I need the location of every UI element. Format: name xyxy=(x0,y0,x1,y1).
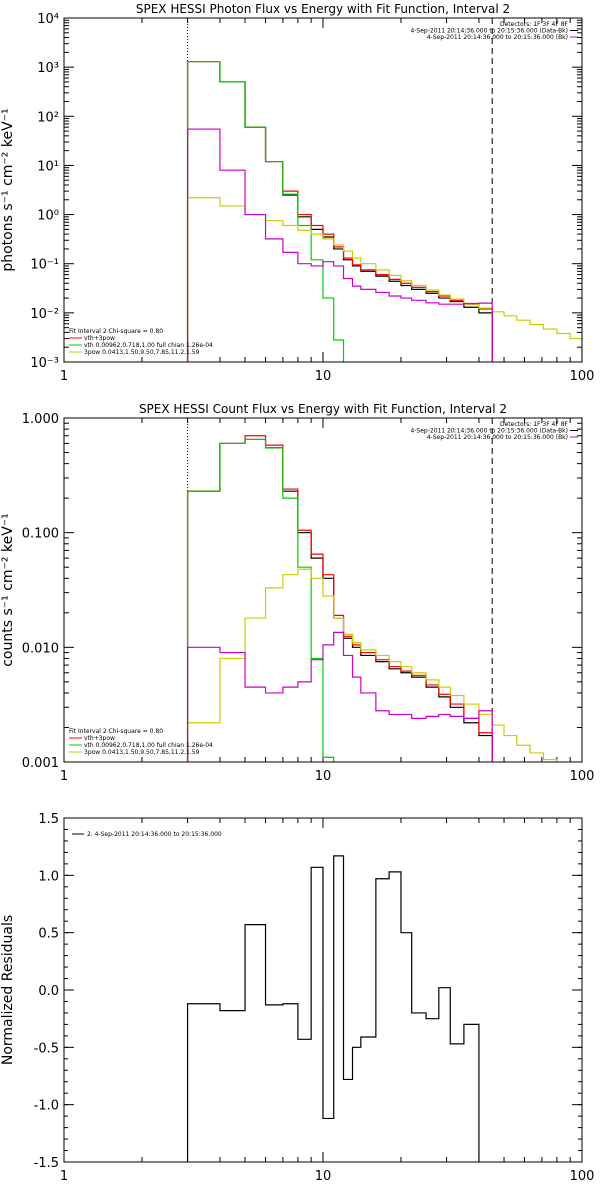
y-tick-label: 10⁻³ xyxy=(30,356,59,371)
y-tick-label: 0.001 xyxy=(22,756,59,771)
series-vth xyxy=(186,438,335,762)
chart-title: SPEX HESSI Count Flux vs Energy with Fit… xyxy=(139,402,507,416)
y-tick-label: 1.5 xyxy=(38,812,59,827)
plot-frame xyxy=(63,17,583,363)
legend-bottomleft-text: 3pow 0.0413,1.50,9.50,7.85,11.2,1.59 xyxy=(84,349,200,356)
legend-bottomleft-text: vth 0.00962,0.718,1.00 full chian 1.26e-… xyxy=(84,342,213,349)
y-tick-label: 10³ xyxy=(37,61,59,76)
y-axis-label: Normalized Residuals xyxy=(0,915,16,1065)
x-tick-label: 1 xyxy=(60,1169,68,1184)
x-tick-label: 10 xyxy=(315,369,332,384)
y-tick-label: -1.0 xyxy=(34,1099,59,1114)
y-tick-label: 1.000 xyxy=(22,412,59,427)
legend-topright-text: 4-Sep-2011 20:14:36.000 to 20:15:36.000 … xyxy=(410,428,568,435)
legend-bottomleft-text: Fit Interval 2 Chi-square = 0.80 xyxy=(69,328,163,335)
series-residuals xyxy=(186,855,480,1162)
y-tick-label: 1.0 xyxy=(38,869,59,884)
y-tick-label: 10⁻¹ xyxy=(30,258,59,273)
x-tick-label: 100 xyxy=(570,1169,595,1184)
legend-bottomleft-text: vth+3pow xyxy=(84,335,115,342)
y-tick-label: 0.100 xyxy=(22,527,59,542)
legend-topright-text: 4-Sep-2011 20:14:36.000 to 20:15:36.000 … xyxy=(410,28,568,35)
y-tick-label: 0.5 xyxy=(38,927,59,942)
series-data-bk xyxy=(186,60,493,362)
series-vth-3pow xyxy=(186,60,493,362)
y-tick-label: 10² xyxy=(37,110,59,125)
plot-frame xyxy=(63,817,583,1163)
legend-topright-text: 4-Sep-2011 20:14:36.000 to 20:15:36.000 … xyxy=(427,34,568,41)
y-axis-label: counts s⁻¹ cm⁻² keV⁻¹ xyxy=(0,513,16,667)
y-tick-label: -0.5 xyxy=(34,1041,59,1056)
y-axis-label: photons s⁻¹ cm⁻² keV⁻¹ xyxy=(0,108,16,271)
series-bk xyxy=(186,631,493,762)
legend-bottomleft-text: vth+3pow xyxy=(84,735,115,742)
plot-frame xyxy=(63,417,583,763)
y-tick-label: 0.0 xyxy=(38,984,59,999)
series-bk xyxy=(186,128,493,362)
chart-3: Normalized Residuals 1 10 100 -1.5 -1.0 -0.5 0.… xyxy=(0,812,595,1184)
legend-bottomleft-text: Fit Interval 2 Chi-square = 0.80 xyxy=(69,728,163,735)
x-tick-label: 1 xyxy=(60,769,68,784)
chart-title: SPEX HESSI Photon Flux vs Energy with Fi… xyxy=(136,2,510,16)
y-tick-label: 10⁻² xyxy=(30,307,59,322)
x-tick-label: 10 xyxy=(315,769,332,784)
series-3pow xyxy=(186,568,558,762)
legend-topright-text: Detectors: 1F 3F 4F 8F xyxy=(500,21,569,28)
legend-topleft-text: 2. 4-Sep-2011 20:14:36.000 to 20:15:36.0… xyxy=(87,831,222,838)
chart-2: SPEX HESSI Count Flux vs Energy with Fit… xyxy=(0,402,595,784)
legend-topright-text: Detectors: 1F 3F 4F 8F xyxy=(500,421,569,428)
y-tick-label: 0.010 xyxy=(22,641,59,656)
x-tick-label: 10 xyxy=(315,1169,332,1184)
series-3pow xyxy=(186,197,582,362)
legend-bottomleft-text: 3pow 0.0413,1.50,9.50,7.85,11.2,1.59 xyxy=(84,749,200,756)
y-tick-label: 10¹ xyxy=(37,159,59,174)
series-vth-3pow xyxy=(186,435,493,762)
x-tick-label: 100 xyxy=(570,769,595,784)
x-tick-label: 1 xyxy=(60,369,68,384)
series-vth xyxy=(186,60,345,362)
y-tick-label: 10⁴ xyxy=(37,12,59,27)
y-tick-label: 10⁰ xyxy=(37,209,59,224)
legend-topright-text: 4-Sep-2011 20:14:36.000 to 20:15:36.000 … xyxy=(427,434,568,441)
y-tick-label: -1.5 xyxy=(34,1156,59,1171)
x-tick-label: 100 xyxy=(570,369,595,384)
legend-bottomleft-text: vth 0.00962,0.718,1.00 full chian 1.26e-… xyxy=(84,742,213,749)
chart-1: SPEX HESSI Photon Flux vs Energy with Fi… xyxy=(0,2,594,384)
